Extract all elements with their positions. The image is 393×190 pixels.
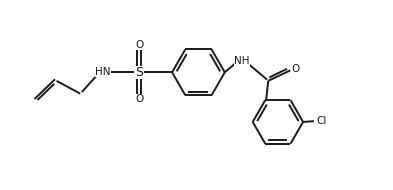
- Text: O: O: [135, 94, 143, 104]
- Text: O: O: [135, 40, 143, 50]
- Text: S: S: [135, 66, 143, 79]
- Text: HN: HN: [95, 67, 110, 77]
- Text: O: O: [291, 64, 299, 74]
- Text: Cl: Cl: [316, 116, 327, 126]
- Text: NH: NH: [235, 56, 250, 66]
